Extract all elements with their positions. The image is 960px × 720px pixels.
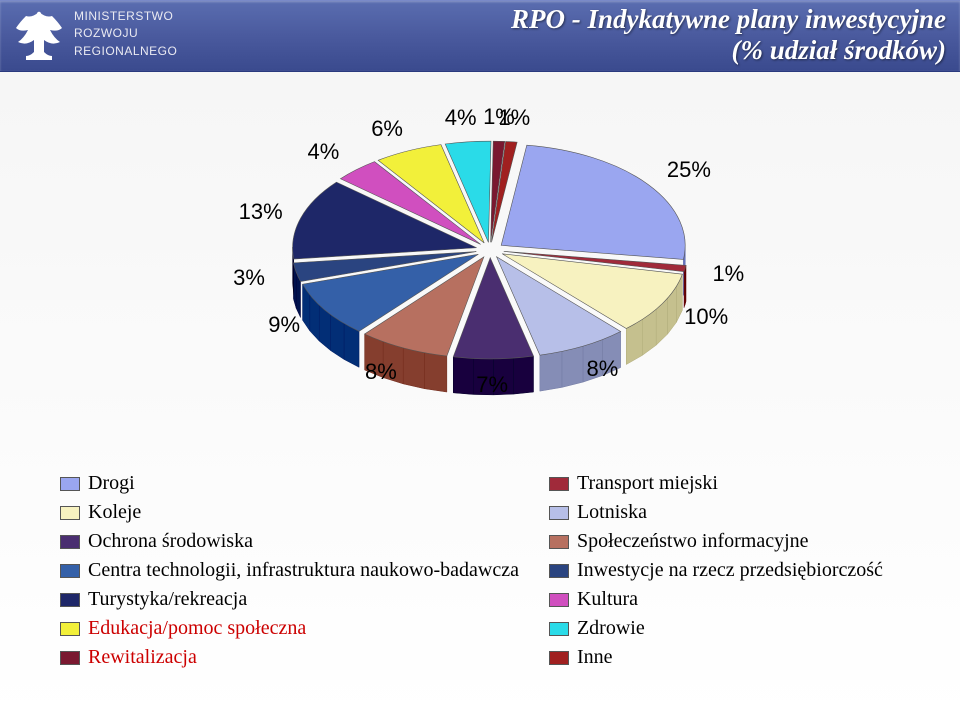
slide: MINISTERSTWO ROZWOJU REGIONALNEGO RPO - …	[0, 0, 960, 720]
legend-label: Społeczeństwo informacyjne	[577, 528, 809, 555]
legend-item-transport: Transport miejski	[549, 470, 910, 497]
legend-swatch	[60, 593, 80, 607]
legend-label: Kultura	[577, 586, 638, 613]
legend-swatch	[60, 564, 80, 578]
legend-swatch	[60, 651, 80, 665]
legend-swatch	[549, 506, 569, 520]
legend-item-turyst: Turystyka/rekreacja	[60, 586, 519, 613]
pct-label-inne: 1%	[498, 105, 530, 131]
pie-svg	[200, 80, 780, 460]
legend-item-ochrona: Ochrona środowiska	[60, 528, 519, 555]
pct-label-drogi: 25%	[667, 157, 711, 183]
pct-label-inwest: 3%	[233, 265, 265, 291]
ministry-line1: MINISTERSTWO	[74, 8, 177, 25]
legend-label: Koleje	[88, 499, 141, 526]
ministry-block: MINISTERSTWO ROZWOJU REGIONALNEGO	[12, 8, 177, 68]
legend-item-drogi: Drogi	[60, 470, 519, 497]
legend-item-inne: Inne	[549, 644, 910, 671]
legend-label: Inwestycje na rzecz przedsiębiorczość	[577, 557, 883, 584]
legend-swatch	[549, 477, 569, 491]
legend-label: Rewitalizacja	[88, 644, 197, 671]
pct-label-edukacja: 6%	[371, 116, 403, 142]
legend-swatch	[60, 506, 80, 520]
pct-label-ochrona: 7%	[476, 372, 508, 398]
pct-label-turyst: 13%	[239, 199, 283, 225]
pie-slice-drogi	[501, 145, 685, 259]
legend-item-lotniska: Lotniska	[549, 499, 910, 526]
pct-label-kultura: 4%	[307, 139, 339, 165]
legend-label: Inne	[577, 644, 613, 671]
pct-label-zdrowie: 4%	[445, 105, 477, 131]
legend-item-spolecz: Społeczeństwo informacyjne	[549, 528, 910, 555]
legend-label: Zdrowie	[577, 615, 645, 642]
legend-swatch	[549, 593, 569, 607]
legend: Drogi Transport miejski Koleje Lotniska Ochr…	[60, 470, 910, 671]
legend-label: Drogi	[88, 470, 135, 497]
legend-swatch	[549, 622, 569, 636]
pct-label-lotniska: 8%	[587, 356, 619, 382]
legend-swatch	[549, 651, 569, 665]
legend-item-edukacja: Edukacja/pomoc społeczna	[60, 615, 519, 642]
legend-item-koleje: Koleje	[60, 499, 519, 526]
legend-item-centra: Centra technologii, infrastruktura nauko…	[60, 557, 519, 584]
legend-label: Lotniska	[577, 499, 647, 526]
legend-item-zdrowie: Zdrowie	[549, 615, 910, 642]
legend-label: Centra technologii, infrastruktura nauko…	[88, 557, 519, 584]
pie-chart: 25%1%10%8%7%8%9%3%13%4%6%4%1%1%	[0, 80, 960, 450]
eagle-icon	[12, 8, 66, 68]
title-line1: RPO - Indykatywne plany inwestycyjne	[511, 4, 946, 35]
title-block: RPO - Indykatywne plany inwestycyjne (% …	[511, 4, 946, 66]
legend-swatch	[549, 564, 569, 578]
legend-swatch	[60, 477, 80, 491]
legend-label: Turystyka/rekreacja	[88, 586, 247, 613]
pct-label-spolecz: 8%	[365, 359, 397, 385]
legend-label: Ochrona środowiska	[88, 528, 253, 555]
ministry-line2: ROZWOJU	[74, 25, 177, 42]
legend-swatch	[60, 535, 80, 549]
pct-label-centra: 9%	[268, 312, 300, 338]
pct-label-transport: 1%	[712, 261, 744, 287]
legend-label: Transport miejski	[577, 470, 718, 497]
pct-label-koleje: 10%	[684, 304, 728, 330]
legend-swatch	[549, 535, 569, 549]
legend-item-inwest: Inwestycje na rzecz przedsiębiorczość	[549, 557, 910, 584]
legend-item-kultura: Kultura	[549, 586, 910, 613]
legend-swatch	[60, 622, 80, 636]
ministry-line3: REGIONALNEGO	[74, 43, 177, 60]
legend-item-rewital: Rewitalizacja	[60, 644, 519, 671]
title-line2: (% udział środków)	[511, 35, 946, 66]
legend-label: Edukacja/pomoc społeczna	[88, 615, 306, 642]
